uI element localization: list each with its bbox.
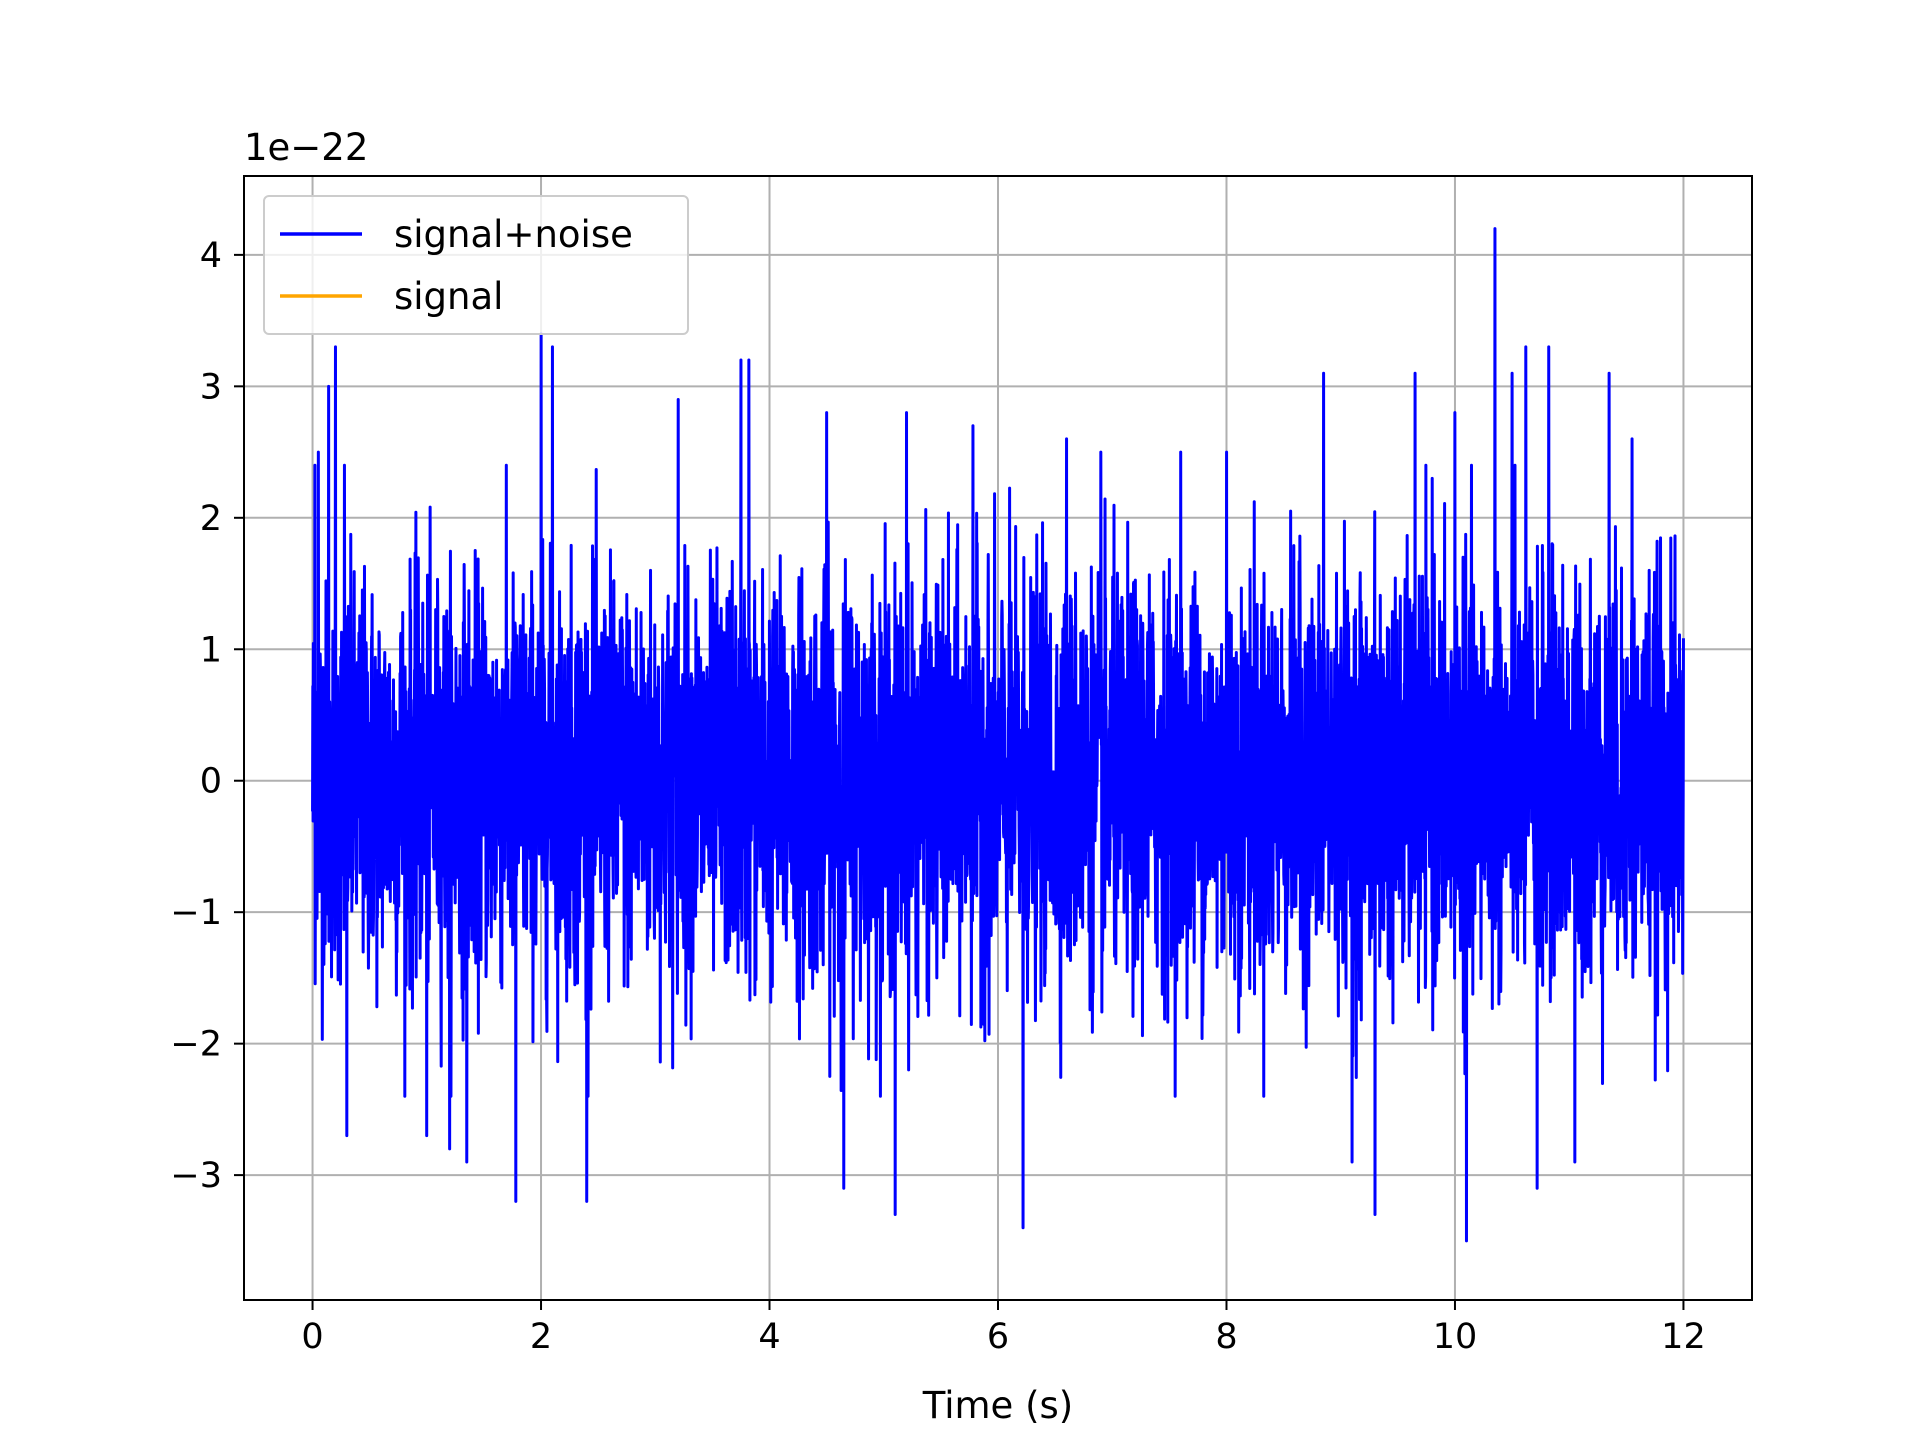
series-line-signal-noise	[311, 227, 1685, 1243]
y-tick-label-4: 1	[200, 630, 222, 670]
x-axis-label: Time (s)	[922, 1384, 1073, 1427]
x-tick-label-0: 0	[301, 1317, 323, 1357]
x-tick-label-5: 10	[1433, 1317, 1478, 1357]
x-tick-label-1: 2	[530, 1317, 552, 1357]
y-tick-label-5: 2	[200, 499, 222, 539]
y-axis-ticks: −3 −2 −1 0 1 2 3 4	[170, 236, 244, 1196]
legend-label-signal-noise: signal+noise	[394, 213, 633, 256]
y-tick-label-2: −1	[170, 893, 222, 933]
x-axis-ticks: 0 2 4 6 8 10 12	[301, 1300, 1706, 1357]
legend-label-signal: signal	[394, 275, 503, 318]
y-tick-label-6: 3	[200, 367, 222, 407]
legend: signal+noise signal	[263, 195, 689, 335]
x-tick-label-2: 4	[758, 1317, 780, 1357]
x-tick-label-3: 6	[987, 1317, 1009, 1357]
legend-box	[263, 195, 689, 335]
y-axis-offset-label: 1e−22	[244, 126, 368, 169]
x-tick-label-4: 8	[1215, 1317, 1237, 1357]
x-tick-label-6: 12	[1661, 1317, 1706, 1357]
series-layer	[311, 227, 1685, 1243]
y-tick-label-0: −3	[170, 1156, 222, 1196]
y-tick-label-3: 0	[200, 762, 222, 802]
y-tick-label-1: −2	[170, 1025, 222, 1065]
y-tick-label-7: 4	[200, 236, 222, 276]
